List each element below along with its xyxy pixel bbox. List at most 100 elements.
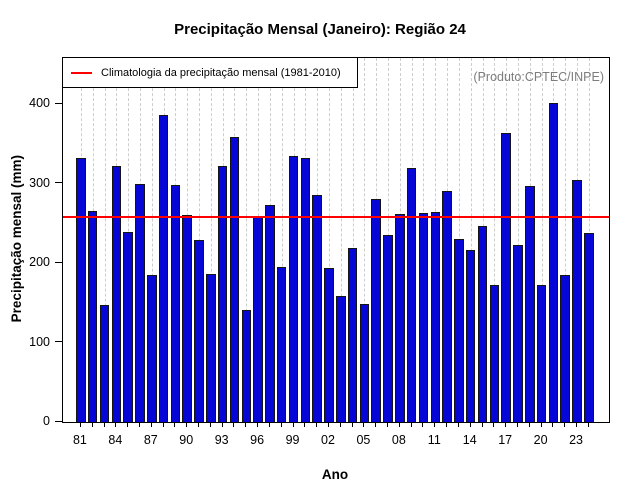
x-tick-mark: [552, 422, 554, 427]
bar-slot-1993: [217, 58, 229, 422]
y-tick-label-200: 200: [29, 255, 50, 270]
x-tick-slot-1995: [239, 422, 251, 452]
bar-slot-2000: [299, 58, 311, 422]
bar-slot-1999: [288, 58, 300, 422]
x-tick-mark: [481, 422, 483, 427]
bar-slot-1982: [87, 58, 99, 422]
x-tick-mark: [327, 422, 329, 427]
x-tick-slot-2003: [334, 422, 346, 452]
bar-2023: [572, 180, 582, 422]
x-tick-slot-1992: [204, 422, 216, 452]
y-tick-mark-100: [55, 341, 62, 343]
bar-2017: [501, 133, 511, 422]
x-tick-mark: [528, 422, 530, 427]
x-tick-mark: [587, 422, 589, 427]
x-tick-slot-1982: [86, 422, 98, 452]
bar-slot-1992: [205, 58, 217, 422]
bar-slot-2017: [500, 58, 512, 422]
gridline: [541, 58, 543, 422]
y-tick-mark-300: [55, 182, 62, 184]
x-tick-slot-1993: 93: [214, 422, 229, 452]
x-tick-mark: [221, 422, 223, 427]
bar-slot-2013: [453, 58, 465, 422]
bar-2010: [418, 213, 429, 422]
bar-1993: [217, 166, 228, 422]
bar-1992: [206, 274, 216, 422]
x-axis: 81 84 87 90 93 96 99 02 05 08 11 14 17 20 23: [62, 422, 608, 462]
x-tick-label-1999: 99: [285, 433, 300, 447]
x-tick-mark: [564, 422, 566, 427]
bar-2001: [312, 195, 322, 422]
x-tick-slot-2022: [558, 422, 570, 452]
x-tick-slot-2020: 20: [534, 422, 548, 452]
x-tick-slot-2006: [369, 422, 381, 452]
gridline: [246, 58, 248, 422]
x-tick-mark: [339, 422, 341, 427]
bar-2011: [430, 212, 441, 422]
gridline: [151, 58, 153, 422]
y-axis: 0 100 200 300 400: [0, 57, 62, 428]
x-tick-slot-1985: [121, 422, 133, 452]
bar-slot-1989: [170, 58, 182, 422]
x-tick-slot-1996: 96: [250, 422, 265, 452]
bar-2015: [477, 226, 488, 422]
gridline: [565, 58, 567, 422]
bar-slot-1985: [122, 58, 134, 422]
x-tick-slot-1984: 84: [108, 422, 123, 452]
bar-slot-2010: [418, 58, 430, 422]
x-tick-label-1993: 93: [214, 433, 229, 447]
y-tick-mark-0: [55, 420, 62, 422]
x-tick-slot-1989: [169, 422, 181, 452]
bar-2005: [359, 304, 370, 422]
bar-slot-2002: [323, 58, 335, 422]
bar-slot-2020: [536, 58, 548, 422]
bar-slot-2014: [465, 58, 477, 422]
bar-slot-1986: [134, 58, 146, 422]
x-tick-slot-1987: 87: [144, 422, 158, 452]
x-tick-slot-2001: [310, 422, 322, 452]
x-tick-slot-1994: [228, 422, 240, 452]
x-tick-label-1996: 96: [250, 433, 265, 447]
x-tick-mark: [209, 422, 211, 427]
bar-slot-2019: [524, 58, 536, 422]
x-tick-slot-2005: 05: [356, 422, 370, 452]
bar-2012: [442, 191, 452, 422]
x-tick-slot-1983: [98, 422, 110, 452]
gridline: [281, 58, 283, 422]
gridline: [340, 58, 342, 422]
x-tick-mark: [540, 422, 542, 427]
x-tick-mark: [233, 422, 235, 427]
bar-slot-2007: [382, 58, 394, 422]
bar-2000: [300, 158, 311, 422]
x-axis-title: Ano: [321, 467, 349, 482]
bar-2013: [454, 239, 464, 422]
x-tick-slot-1990: 90: [179, 422, 193, 452]
x-tick-slot-2024: [582, 422, 594, 452]
bar-slot-1995: [240, 58, 252, 422]
bar-2014: [465, 250, 476, 422]
x-tick-slot-2014: 14: [463, 422, 477, 452]
bar-slot-1996: [252, 58, 264, 422]
x-tick-mark: [434, 422, 436, 427]
bar-slot-2006: [370, 58, 382, 422]
x-tick-mark: [174, 422, 176, 427]
bar-2024: [584, 233, 594, 422]
bar-slot-2001: [311, 58, 323, 422]
bar-slot-2008: [394, 58, 406, 422]
bar-slot-1981: [75, 58, 87, 422]
bar-1995: [241, 310, 252, 422]
bar-1997: [265, 205, 275, 422]
x-tick-mark: [375, 422, 377, 427]
x-tick-mark: [150, 422, 152, 427]
x-tick-slot-2011: 11: [428, 422, 441, 452]
bar-1983: [99, 305, 110, 422]
x-tick-mark: [138, 422, 140, 427]
x-tick-mark: [387, 422, 389, 427]
x-tick-mark: [280, 422, 282, 427]
x-tick-label-1984: 84: [108, 433, 123, 447]
x-tick-mark: [457, 422, 459, 427]
x-tick-mark: [79, 422, 81, 427]
x-tick-mark: [363, 422, 365, 427]
bar-2004: [347, 248, 358, 422]
y-tick-label-400: 400: [29, 96, 50, 111]
